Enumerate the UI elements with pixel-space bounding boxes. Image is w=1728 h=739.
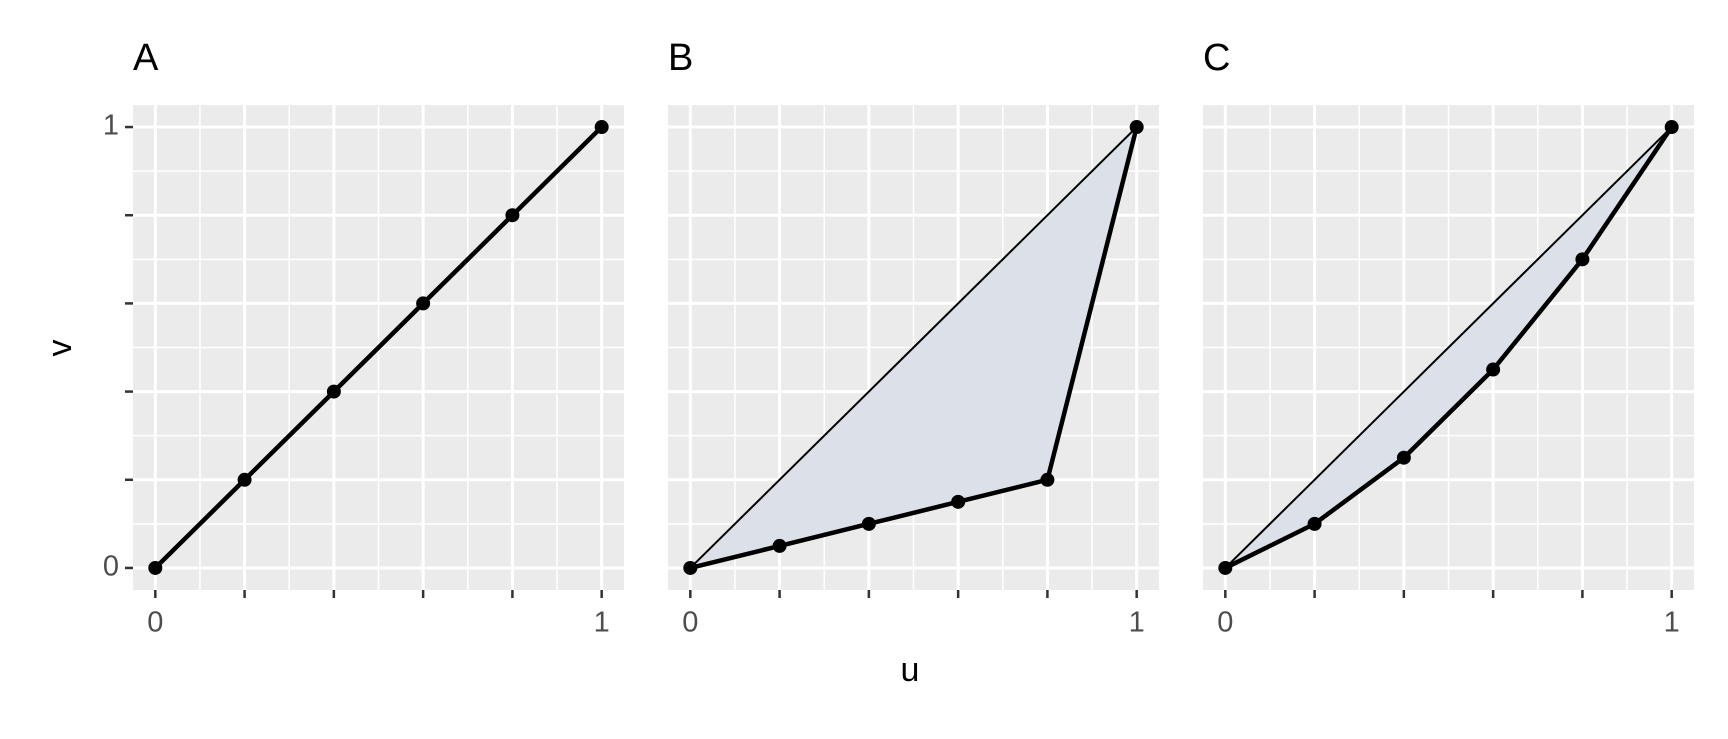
point [505,208,520,223]
point [1218,560,1233,575]
point [861,516,876,531]
point [148,560,163,575]
x-tick-label: 0 [1217,607,1233,639]
point [1396,450,1411,465]
equality-line [689,126,1138,569]
line [153,125,604,570]
panel-title: C [1203,37,1230,79]
x-tick-label: 1 [1664,607,1680,639]
point [772,538,787,553]
point [416,296,431,311]
equality-line [1224,126,1673,569]
panel-title: A [133,37,159,79]
point [1575,252,1590,267]
point [326,384,341,399]
y-tick-label: 1 [103,110,119,142]
point [1040,472,1055,487]
point [683,560,698,575]
x-tick-label: 1 [594,607,610,639]
point [1486,362,1501,377]
x-axis-label: u [901,651,920,689]
line [1224,125,1674,570]
point [1664,120,1679,135]
y-axis-label: v [41,340,79,357]
panel-title: B [668,37,693,79]
x-tick-label: 1 [1129,607,1145,639]
point [237,472,252,487]
point [1307,516,1322,531]
line [689,126,1139,571]
y-tick-label: 0 [103,551,119,583]
point [951,494,966,509]
point [594,120,609,135]
x-tick-label: 0 [147,607,163,639]
point [1129,120,1144,135]
x-tick-label: 0 [682,607,698,639]
